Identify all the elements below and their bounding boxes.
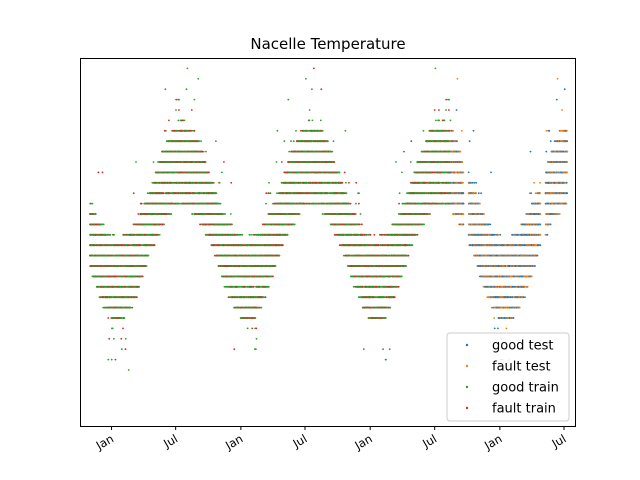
fault-train-point	[178, 109, 180, 111]
good-train-point	[145, 265, 148, 267]
good-train-point	[89, 202, 92, 205]
good-train-point	[164, 88, 167, 91]
fault-train-point	[168, 119, 170, 122]
fault-train-point	[199, 223, 202, 226]
fault-train-point	[141, 275, 144, 278]
good-train-point	[215, 192, 218, 195]
good-train-point	[186, 67, 189, 70]
good-train-point	[94, 213, 97, 215]
fault-train-point	[208, 171, 210, 174]
good-train-point	[111, 327, 114, 330]
good-train-point	[112, 337, 115, 340]
good-train-point	[200, 140, 202, 143]
fault-train-point	[190, 109, 193, 111]
good-train-point	[185, 88, 188, 91]
good-train-point	[219, 202, 222, 205]
good-train-point	[120, 348, 123, 351]
good-train-point	[129, 306, 132, 309]
good-train-point	[135, 161, 137, 163]
good-train-point	[221, 171, 223, 174]
fault-train-point	[175, 98, 178, 101]
data-points	[89, 67, 569, 371]
fault-train-point	[124, 348, 127, 351]
fault-train-point	[107, 317, 110, 319]
good-train-point	[152, 161, 155, 163]
good-train-point	[170, 213, 173, 215]
good-train-point	[146, 192, 149, 195]
good-train-point	[215, 140, 217, 143]
good-train-point	[102, 223, 105, 226]
good-train-point	[205, 150, 207, 153]
chart-title: Nacelle Temperature	[250, 35, 405, 53]
good-train-point	[91, 202, 94, 205]
fault-train-point	[108, 337, 111, 340]
good-train-point	[109, 233, 112, 236]
fault-train-point	[131, 306, 134, 309]
good-train-point	[165, 129, 167, 132]
good-train-point	[147, 254, 150, 257]
good-train-point	[218, 181, 221, 184]
good-train-point	[224, 213, 227, 215]
good-train-point	[110, 358, 113, 361]
fault-train-point	[162, 192, 165, 195]
fault-train-point	[122, 327, 124, 330]
good-train-point	[123, 317, 126, 319]
good-train-point	[127, 369, 130, 371]
fault-train-point	[140, 202, 143, 205]
good-train-point	[138, 285, 141, 288]
good-train-point	[191, 213, 194, 215]
good-train-point	[175, 109, 177, 111]
good-train-point	[158, 233, 161, 236]
good-train-point	[113, 233, 115, 236]
good-train-point	[212, 181, 215, 184]
good-train-point	[177, 119, 180, 122]
fault-train-point	[114, 358, 117, 361]
good-train-point	[179, 202, 182, 205]
good-train-point	[107, 358, 110, 361]
good-train-point	[163, 223, 165, 226]
fault-train-point	[101, 171, 104, 174]
fault-train-point	[223, 161, 225, 163]
good-train-point	[183, 119, 186, 122]
fault-train-point	[137, 213, 140, 215]
fault-train-point	[132, 192, 135, 195]
good-train-point	[124, 337, 127, 340]
fault-train-point	[153, 244, 156, 247]
good-train-point	[92, 213, 95, 215]
good-train-point	[202, 150, 205, 153]
good-train-point	[204, 161, 207, 163]
good-train-point	[178, 98, 180, 101]
fault-train-point	[193, 129, 196, 132]
good-train-point	[197, 77, 200, 80]
fault-train-point	[136, 296, 138, 299]
fault-train-point	[120, 337, 123, 340]
fault-train-point	[97, 171, 100, 174]
good-train-point	[193, 98, 196, 101]
good-train-point	[198, 140, 201, 143]
